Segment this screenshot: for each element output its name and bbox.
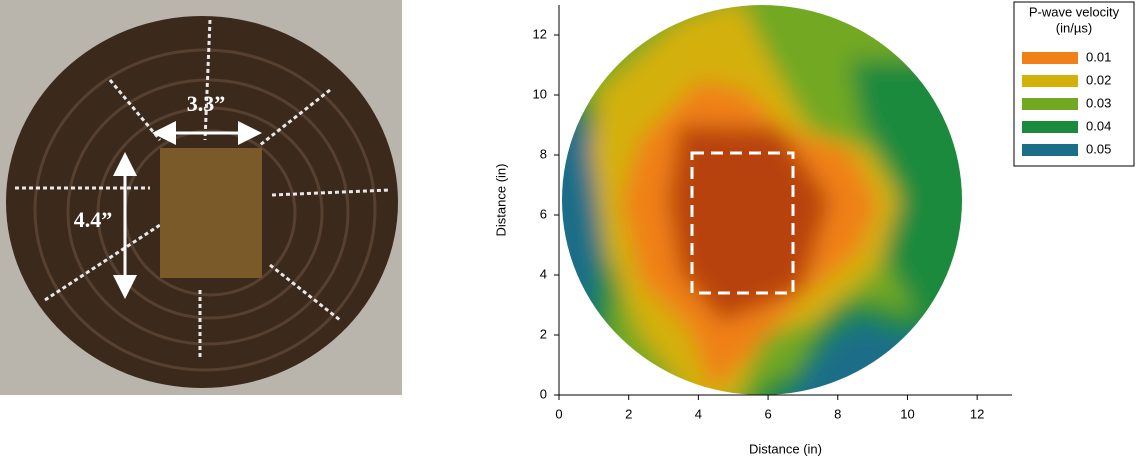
legend-label: 0.04: [1086, 118, 1111, 133]
width-label: 3.3”: [187, 91, 226, 116]
y-tick-label: 2: [540, 326, 547, 341]
y-tick-label: 8: [540, 146, 547, 161]
x-tick-label: 12: [970, 406, 984, 421]
x-tick-label: 10: [900, 406, 914, 421]
legend-title: (in/µs): [1056, 20, 1092, 35]
legend-label: 0.03: [1086, 95, 1111, 110]
x-tick-label: 4: [695, 406, 702, 421]
legend-swatch: [1022, 52, 1078, 64]
y-tick-label: 4: [540, 266, 547, 281]
legend-swatch: [1022, 121, 1078, 133]
y-tick-label: 12: [533, 26, 547, 41]
x-tick-label: 2: [625, 406, 632, 421]
y-axis-label: Distance (in): [493, 164, 508, 237]
x-tick-label: 0: [555, 406, 562, 421]
legend-swatch: [1022, 75, 1078, 87]
decay-area: [160, 148, 262, 278]
legend-label: 0.01: [1086, 49, 1111, 64]
y-tick-label: 6: [540, 206, 547, 221]
legend-title: P-wave velocity: [1029, 4, 1120, 19]
height-label: 4.4”: [74, 207, 113, 232]
legend-label: 0.05: [1086, 141, 1111, 156]
photo: 3.3” 4.4”: [0, 0, 402, 395]
legend-swatch: [1022, 98, 1078, 110]
x-tick-label: 8: [834, 406, 841, 421]
legend-swatch: [1022, 144, 1078, 156]
x-tick-label: 6: [764, 406, 771, 421]
contour-field: [532, 0, 992, 425]
legend-label: 0.02: [1086, 72, 1111, 87]
x-axis-label: Distance (in): [749, 441, 822, 456]
y-tick-label: 0: [540, 386, 547, 401]
y-tick-label: 10: [533, 86, 547, 101]
figure: 3.3” 4.4” 0 2 4 6 8 10 12 0 2 4 6 8 10 12 Distance (in…: [0, 0, 1138, 459]
